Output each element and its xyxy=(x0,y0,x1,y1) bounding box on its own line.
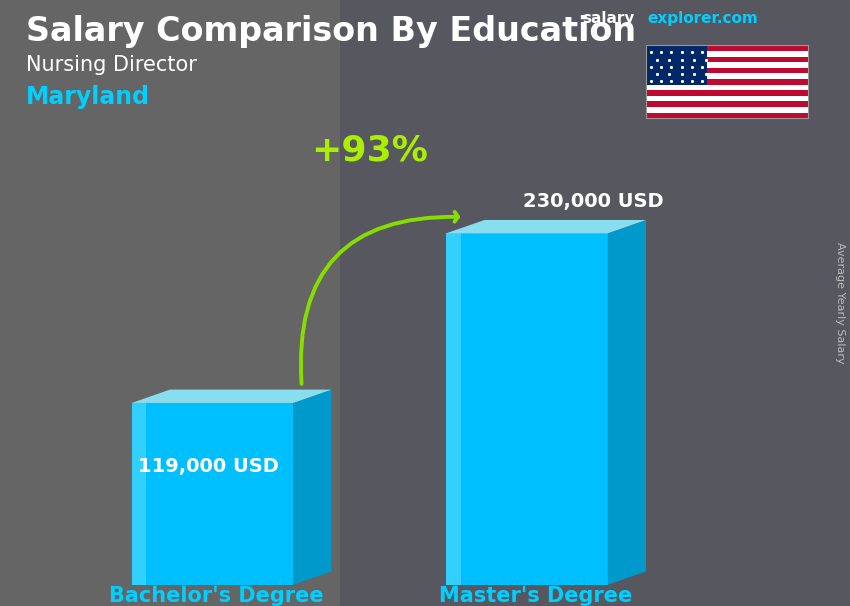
Polygon shape xyxy=(446,233,461,585)
Text: Bachelor's Degree: Bachelor's Degree xyxy=(110,586,324,606)
Polygon shape xyxy=(132,390,332,403)
Text: explorer.com: explorer.com xyxy=(648,11,758,26)
Bar xyxy=(646,45,808,118)
Polygon shape xyxy=(132,403,146,585)
Polygon shape xyxy=(132,403,293,585)
Bar xyxy=(646,113,808,118)
Text: Average Yearly Salary: Average Yearly Salary xyxy=(835,242,845,364)
Bar xyxy=(646,62,808,68)
Polygon shape xyxy=(0,0,340,606)
Text: Salary Comparison By Education: Salary Comparison By Education xyxy=(26,15,636,48)
Bar xyxy=(646,56,808,62)
Text: Master's Degree: Master's Degree xyxy=(439,586,632,606)
Bar xyxy=(646,96,808,101)
Polygon shape xyxy=(446,220,646,233)
Text: +93%: +93% xyxy=(311,133,428,167)
Bar xyxy=(646,107,808,113)
Text: 119,000 USD: 119,000 USD xyxy=(138,457,279,476)
Text: 230,000 USD: 230,000 USD xyxy=(523,192,663,211)
Polygon shape xyxy=(608,220,646,585)
Bar xyxy=(646,73,808,79)
Bar xyxy=(646,68,808,73)
Polygon shape xyxy=(446,233,608,585)
Polygon shape xyxy=(293,390,332,585)
Bar xyxy=(646,79,808,85)
Bar xyxy=(646,51,808,56)
Text: Nursing Director: Nursing Director xyxy=(26,55,196,75)
Text: salary: salary xyxy=(582,11,635,26)
Bar xyxy=(646,90,808,96)
Text: Maryland: Maryland xyxy=(26,85,150,109)
Bar xyxy=(646,45,707,85)
Polygon shape xyxy=(340,0,850,606)
Bar xyxy=(646,45,808,51)
Bar xyxy=(646,85,808,90)
Bar xyxy=(646,101,808,107)
